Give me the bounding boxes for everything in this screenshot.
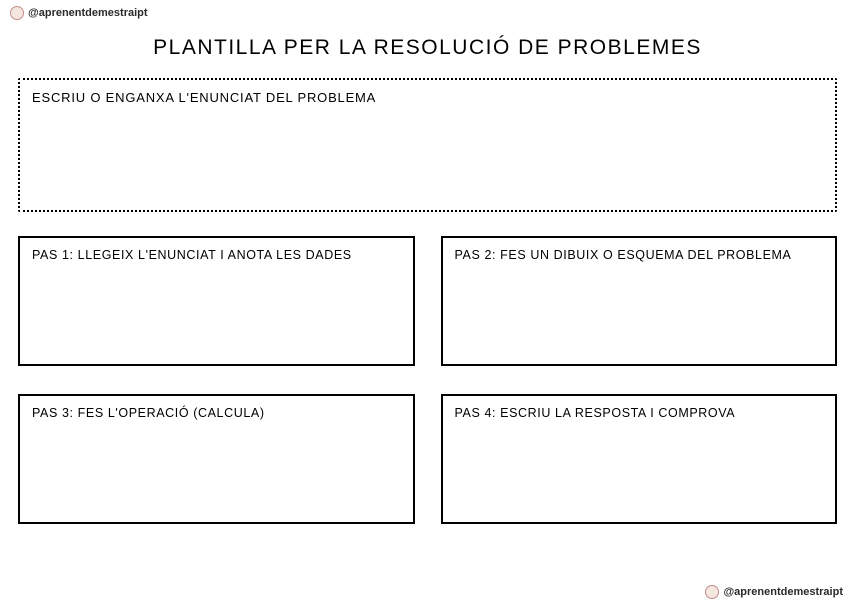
handle-text-top: @aprenentdemestraipt	[28, 7, 148, 19]
problem-statement-box[interactable]: ESCRIU O ENGANXA L'ENUNCIAT DEL PROBLEMA	[18, 78, 837, 212]
step-4-box[interactable]: PAS 4: ESCRIU LA RESPOSTA I COMPROVA	[441, 394, 838, 524]
author-handle-top: @aprenentdemestraipt	[10, 6, 148, 20]
step-3-box[interactable]: PAS 3: FES L'OPERACIÓ (CALCULA)	[18, 394, 415, 524]
step-1-box[interactable]: PAS 1: LLEGEIX L'ENUNCIAT I ANOTA LES DA…	[18, 236, 415, 366]
avatar-icon	[705, 585, 719, 599]
step-2-box[interactable]: PAS 2: FES UN DIBUIX O ESQUEMA DEL PROBL…	[441, 236, 838, 366]
step-4-label: PAS 4: ESCRIU LA RESPOSTA I COMPROVA	[455, 406, 824, 420]
steps-row-2: PAS 3: FES L'OPERACIÓ (CALCULA) PAS 4: E…	[18, 394, 837, 524]
author-handle-bottom: @aprenentdemestraipt	[705, 585, 843, 599]
page-title: PLANTILLA PER LA RESOLUCIÓ DE PROBLEMES	[18, 36, 837, 60]
avatar-icon	[10, 6, 24, 20]
steps-row-1: PAS 1: LLEGEIX L'ENUNCIAT I ANOTA LES DA…	[18, 236, 837, 366]
handle-text-bottom: @aprenentdemestraipt	[723, 586, 843, 598]
step-3-label: PAS 3: FES L'OPERACIÓ (CALCULA)	[32, 406, 401, 420]
step-2-label: PAS 2: FES UN DIBUIX O ESQUEMA DEL PROBL…	[455, 248, 824, 262]
step-1-label: PAS 1: LLEGEIX L'ENUNCIAT I ANOTA LES DA…	[32, 248, 401, 262]
problem-statement-label: ESCRIU O ENGANXA L'ENUNCIAT DEL PROBLEMA	[32, 90, 823, 105]
